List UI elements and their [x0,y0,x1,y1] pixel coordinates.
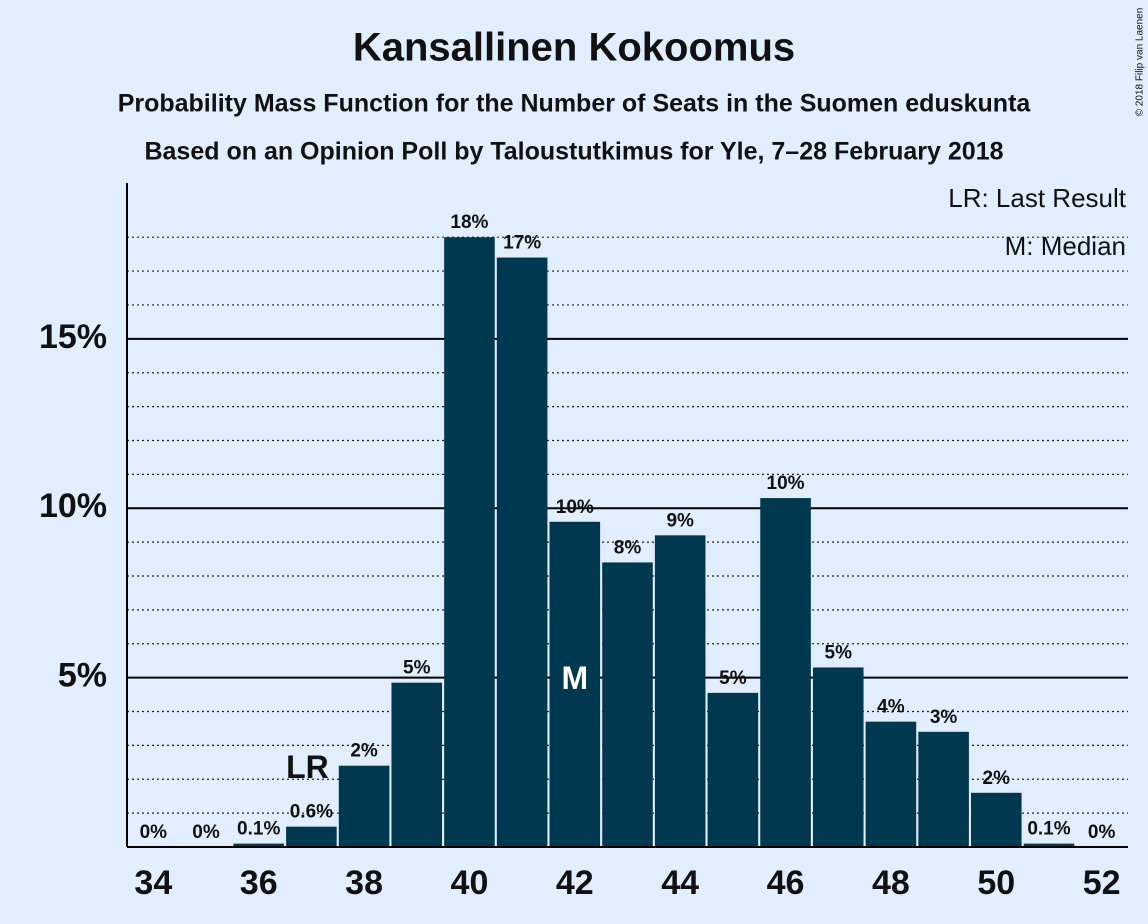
bar [444,237,495,847]
bar [602,562,653,847]
x-tick-label: 50 [977,864,1015,902]
bar [286,826,337,847]
bar [496,257,548,847]
x-tick-label: 44 [661,864,699,902]
bar [918,731,969,847]
bar [1023,843,1075,847]
value-label: 5% [403,658,431,679]
value-label: 10% [767,473,805,494]
y-tick-label: 5% [58,657,107,695]
value-label: 0% [192,822,220,843]
bar [391,682,443,847]
legend-entry: LR: Last Result [948,183,1127,213]
bar [654,535,706,847]
value-label: 8% [614,537,642,558]
copyright: © 2018 Filip van Laenen [1135,8,1146,117]
value-label: 4% [877,697,905,718]
bar [549,521,601,847]
value-label: 0% [140,822,168,843]
y-tick-label: 10% [39,487,107,525]
x-tick-label: 52 [1083,864,1121,902]
bar [760,498,811,847]
value-label: 18% [450,212,488,233]
bar [865,721,917,847]
value-label: 0.1% [1027,819,1070,840]
median-marker: M [561,660,588,696]
bar [812,667,864,847]
x-tick-label: 34 [134,864,172,902]
value-label: 5% [719,668,747,689]
last-result-marker: LR [286,749,329,785]
value-label: 0% [1088,822,1116,843]
x-tick-label: 48 [872,864,910,902]
legend-entry: M: Median [1005,231,1126,261]
value-label: 17% [503,233,541,254]
bar [707,692,759,847]
x-tick-label: 42 [556,864,594,902]
value-label: 2% [983,768,1011,789]
y-tick-label: 15% [39,318,107,356]
chart-title: Kansallinen Kokoomus [353,26,795,70]
plot: 0% 0% 0.1% 0.6% 2% 5% 18% 17% 10% 8% 9% 5% 10% 5% 4% 3%… [140,212,1116,847]
x-tick-label: 46 [767,864,805,902]
value-label: 0.6% [290,802,333,823]
value-label: 3% [930,707,958,728]
bar [338,765,390,847]
bar [233,843,284,847]
value-label: 5% [825,642,853,663]
chart-subtitle: Based on an Opinion Poll by Taloustutkim… [144,138,1003,166]
value-label: 9% [666,510,694,531]
chart-subtitle: Probability Mass Function for the Number… [118,90,1032,118]
x-tick-label: 40 [451,864,489,902]
bar [971,792,1022,847]
x-tick-label: 38 [345,864,383,902]
value-label: 2% [350,741,378,762]
value-label: 10% [556,497,594,518]
x-tick-label: 36 [240,864,278,902]
value-label: 0.1% [237,819,280,840]
